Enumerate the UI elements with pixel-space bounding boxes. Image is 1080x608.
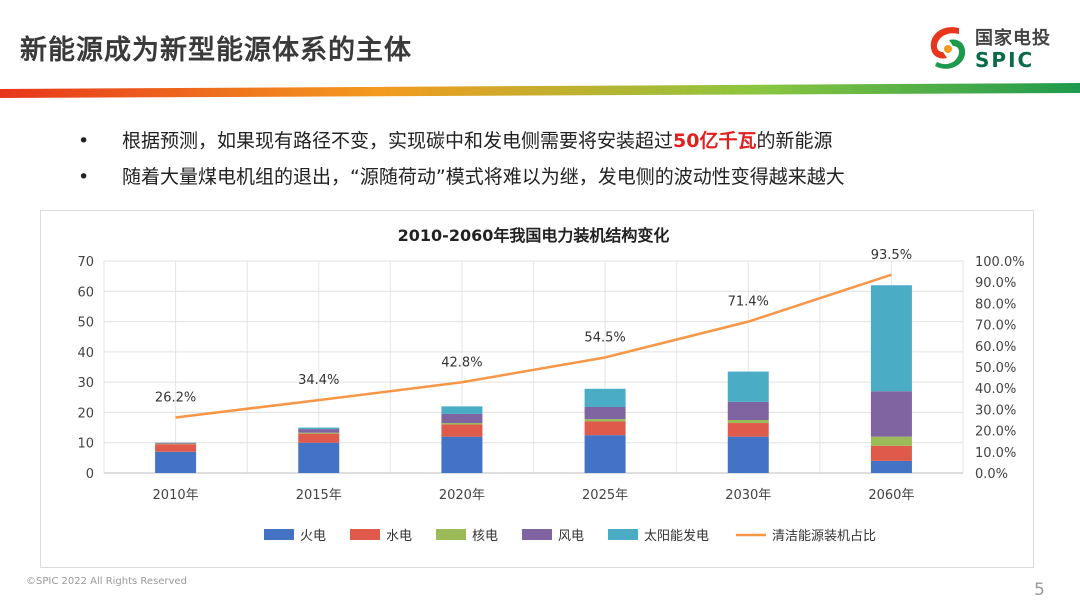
bar-segment (441, 424, 483, 437)
line-series-clean-share (175, 273, 892, 419)
bar-segment (870, 391, 912, 437)
y-right-tick-label: 20.0% (975, 425, 1016, 440)
x-tick-label: 2020年 (439, 488, 485, 503)
line-data-label: 93.5% (871, 248, 912, 263)
bar-segment (155, 444, 197, 452)
y-left-tick-label: 50 (77, 316, 94, 331)
bar-segment (727, 436, 769, 473)
legend-label: 核电 (472, 529, 498, 544)
bar-segment (584, 421, 626, 436)
y-left-tick-label: 40 (77, 346, 94, 361)
bar-segment (298, 442, 340, 473)
legend-label: 太阳能发电 (644, 528, 709, 544)
y-left-tick-label: 20 (77, 406, 94, 421)
bar-segment (870, 285, 912, 392)
spic-logo-icon (930, 27, 966, 69)
bullet-dot: • (78, 130, 90, 152)
x-tick-label: 2010年 (153, 488, 199, 503)
bar-segment (441, 436, 483, 473)
capacity-chart: 0 10 20 30 40 50 60 70 0.0% 10.0% 20.0% 30.0% 40.0% 5… (77, 226, 1025, 544)
legend-swatch (264, 529, 294, 540)
bar-segment (870, 436, 912, 446)
legend-swatch (522, 529, 552, 540)
bullet-text-tail: 的新能源 (756, 130, 833, 152)
bar-segment (298, 427, 340, 430)
legend-label: 清洁能源装机占比 (772, 529, 876, 544)
bar-segment (584, 435, 626, 473)
bar-segment (870, 445, 912, 461)
bullet-dot: • (78, 166, 90, 188)
bar-segment (870, 460, 912, 473)
chart-title: 2010-2060年我国电力装机结构变化 (398, 226, 670, 245)
y-right-tick-label: 50.0% (975, 361, 1016, 376)
x-tick-label: 2015年 (296, 488, 342, 503)
x-tick-label: 2060年 (868, 488, 914, 503)
bullet-highlight: 50亿千瓦 (673, 130, 757, 152)
bar-segment (155, 442, 197, 444)
bar-segment (727, 401, 769, 420)
bar-segment (584, 388, 626, 407)
line-data-label: 26.2% (155, 390, 196, 405)
line-data-label: 54.5% (584, 330, 625, 345)
legend-label: 火电 (300, 529, 326, 544)
legend-label: 风电 (558, 529, 584, 544)
y-left-tick-label: 70 (77, 255, 94, 270)
bar-segment (727, 420, 769, 424)
line-data-label: 71.4% (728, 295, 769, 310)
bar-segment (441, 406, 483, 414)
x-tick-label: 2030年 (725, 488, 771, 503)
header-color-band (0, 83, 1080, 98)
y-right-tick-label: 100.0% (975, 255, 1025, 270)
y-right-tick-label: 60.0% (975, 340, 1016, 355)
bar-segment (298, 433, 340, 443)
y-right-tick-label: 40.0% (975, 382, 1016, 397)
y-right-tick-label: 90.0% (975, 276, 1016, 291)
y-left-tick-label: 10 (77, 437, 94, 452)
bullet-text: 随着大量煤电机组的退出，“源随荷动”模式将难以为继，发电侧的波动性变得越来越大 (122, 166, 845, 188)
line-data-label: 42.8% (441, 355, 482, 370)
legend-swatch (350, 529, 380, 540)
slide-title: 新能源成为新型能源体系的主体 (20, 35, 412, 66)
page-number: 5 (1034, 580, 1045, 600)
bar-segment (155, 443, 197, 445)
logo-text-en: SPIC (975, 48, 1035, 72)
y-right-tick-label: 80.0% (975, 297, 1016, 312)
copyright-text: ©SPIC 2022 All Rights Reserved (26, 576, 187, 587)
y-right-tick-label: 30.0% (975, 403, 1016, 418)
chart-panel: 0 10 20 30 40 50 60 70 0.0% 10.0% 20.0% 30.0% 40.0% 5… (40, 210, 1034, 568)
bar-segment (298, 429, 340, 433)
legend-swatch (608, 529, 638, 540)
y-right-tick-label: 0.0% (975, 467, 1008, 482)
y-right-tick-label: 70.0% (975, 319, 1016, 334)
bar-segment (727, 423, 769, 437)
y-right-tick-label: 10.0% (975, 446, 1016, 461)
y-left-tick-label: 0 (86, 467, 94, 482)
bar-segment (441, 413, 483, 424)
bar-segment (727, 371, 769, 402)
bar-segment (584, 419, 626, 422)
bullet-text: 根据预测，如果现有路径不变，实现碳中和发电侧需要将安装超过 (122, 130, 674, 152)
line-data-label: 34.4% (298, 373, 339, 388)
bar-segment (298, 432, 340, 434)
y-left-tick-label: 60 (77, 285, 94, 300)
bar-segment (155, 451, 197, 473)
spic-logo: 国家电投 SPIC (925, 20, 1065, 78)
x-tick-label: 2025年 (582, 488, 628, 503)
legend-swatch (436, 529, 466, 540)
bar-segment (584, 406, 626, 420)
legend-label: 水电 (386, 529, 412, 544)
bar-segment (441, 423, 483, 425)
logo-text-cn: 国家电投 (975, 28, 1051, 49)
y-left-tick-label: 30 (77, 376, 94, 391)
